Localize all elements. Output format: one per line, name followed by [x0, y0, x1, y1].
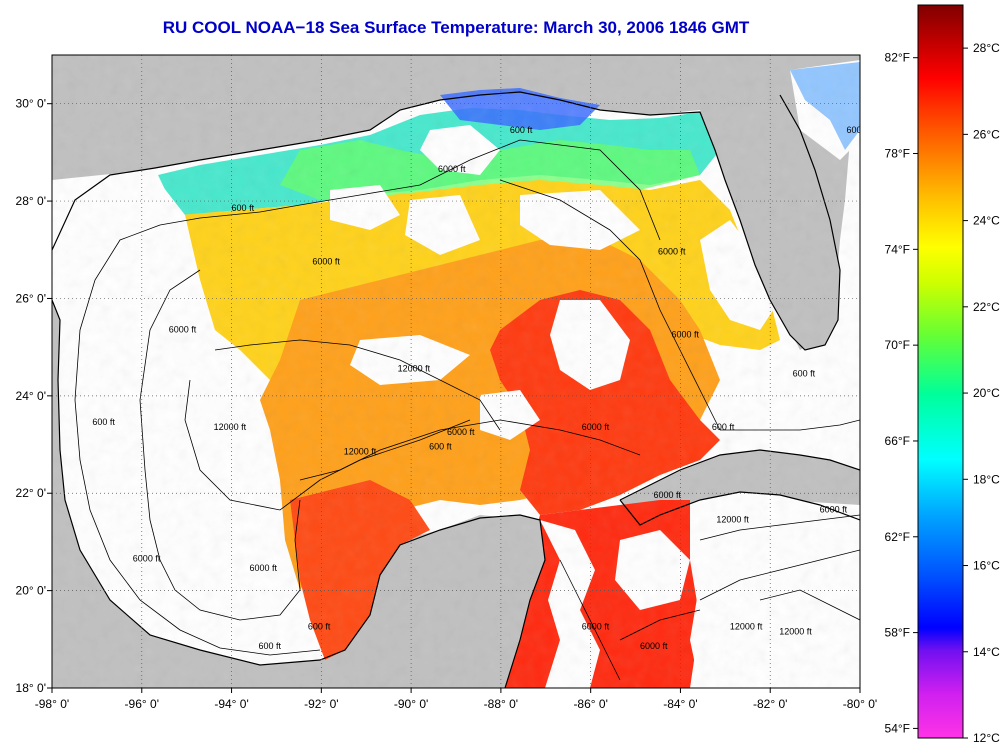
lon-tick-label: -88° 0': [484, 697, 518, 711]
contour-label: 6000 ft: [820, 505, 848, 515]
graticule: [52, 55, 860, 688]
coastline-cuba: [619, 449, 860, 526]
map-title: RU COOL NOAA−18 Sea Surface Temperature:…: [162, 18, 750, 37]
lon-tick-label: -98° 0': [35, 697, 69, 711]
contour-label: 600 ft: [847, 125, 870, 135]
lat-tick-label: 18° 0': [16, 681, 46, 695]
texture-overlay: [52, 55, 860, 688]
contour-label: 12000 ft: [214, 422, 247, 432]
contour-label: 600 ft: [92, 417, 115, 427]
lon-tick-label: -94° 0': [214, 697, 248, 711]
contour-label: 6000 ft: [582, 622, 610, 632]
celsius-tick-label: 22°C: [973, 300, 1000, 314]
map-frame: [51, 54, 861, 689]
contour-label: 600 ft: [793, 368, 816, 378]
longitude-axis: -98° 0' -96° 0' -94° 0' -92° 0' -90° 0' -88° …: [35, 688, 877, 711]
fahrenheit-tick-label: 62°F: [885, 530, 910, 544]
contour-label: 12000 ft: [716, 514, 749, 524]
celsius-tick-label: 24°C: [973, 214, 1000, 228]
fahrenheit-tick-label: 58°F: [885, 626, 910, 640]
contour-label: 6000 ft: [447, 427, 475, 437]
contour-label: 6000 ft: [250, 563, 278, 573]
contour-label: 6000 ft: [658, 247, 686, 257]
celsius-tick-label: 28°C: [973, 41, 1000, 55]
fahrenheit-tick-label: 82°F: [885, 51, 910, 65]
contour-label: 6000 ft: [582, 422, 610, 432]
contour-label: 12000 ft: [344, 446, 377, 456]
celsius-tick-label: 14°C: [973, 645, 1000, 659]
contour-label: 6000 ft: [133, 553, 161, 563]
colorbar-gradient: [917, 4, 964, 739]
contour-label: 600 ft: [510, 125, 533, 135]
lat-tick-label: 24° 0': [16, 389, 46, 403]
fahrenheit-tick-label: 70°F: [885, 338, 910, 352]
fahrenheit-tick-label: 74°F: [885, 242, 910, 256]
fahrenheit-tick-label: 54°F: [885, 721, 910, 735]
lon-tick-label: -82° 0': [753, 697, 787, 711]
contour-label: 6000 ft: [169, 325, 197, 335]
celsius-tick-label: 20°C: [973, 386, 1000, 400]
celsius-tick-label: 12°C: [973, 731, 1000, 745]
latitude-axis: 18° 0' 20° 0' 22° 0' 24° 0' 26° 0' 28° 0' 30° …: [16, 97, 52, 695]
bathymetry-contours: [74, 139, 860, 681]
contour-label: 600 ft: [308, 622, 331, 632]
contour-label: 6000 ft: [438, 164, 466, 174]
contour-labels: 600 ft 6000 ft 600 ft 12000 ft 6000 ft 6000 f…: [92, 125, 870, 651]
contour-label: 12000 ft: [779, 626, 812, 636]
contour-label: 12000 ft: [398, 364, 431, 374]
coastline-north: [52, 91, 841, 351]
temperature-colorbar: 12°C 14°C 16°C 18°C 20°C 22°C 24°C 26°C 28°C 54°…: [885, 4, 1000, 745]
contour-label: 6000 ft: [654, 490, 682, 500]
lat-tick-label: 30° 0': [16, 97, 46, 111]
contour-label: 6000 ft: [640, 641, 668, 651]
lon-tick-label: -86° 0': [573, 697, 607, 711]
lon-tick-label: -96° 0': [125, 697, 159, 711]
contour-label: 600 ft: [258, 641, 281, 651]
fahrenheit-tick-label: 78°F: [885, 147, 910, 161]
lon-tick-label: -84° 0': [663, 697, 697, 711]
lat-tick-label: 28° 0': [16, 194, 46, 208]
fahrenheit-tick-label: 66°F: [885, 434, 910, 448]
lat-tick-label: 26° 0': [16, 291, 46, 305]
lat-tick-label: 20° 0': [16, 584, 46, 598]
contour-label: 600 ft: [232, 203, 255, 213]
lon-tick-label: -80° 0': [843, 697, 877, 711]
coastline: [52, 299, 546, 688]
contour-label: 600 ft: [429, 441, 452, 451]
celsius-tick-label: 26°C: [973, 127, 1000, 141]
colorbar-celsius-ticks: 12°C 14°C 16°C 18°C 20°C 22°C 24°C 26°C 28°C: [963, 41, 1000, 745]
contour-label: 12000 ft: [730, 622, 763, 632]
lat-tick-label: 22° 0': [16, 486, 46, 500]
celsius-tick-label: 16°C: [973, 559, 1000, 573]
lon-tick-label: -90° 0': [394, 697, 428, 711]
sst-map: 600 ft 6000 ft 600 ft 12000 ft 6000 ft 6000 f…: [52, 55, 870, 688]
lon-tick-label: -92° 0': [304, 697, 338, 711]
colorbar-fahrenheit-ticks: 54°F 58°F 62°F 66°F 70°F 74°F 78°F 82°F: [885, 51, 918, 735]
contour-label: 6000 ft: [312, 256, 340, 266]
contour-label: 6000 ft: [671, 329, 699, 339]
celsius-tick-label: 18°C: [973, 472, 1000, 486]
contour-label: 600 ft: [712, 422, 735, 432]
